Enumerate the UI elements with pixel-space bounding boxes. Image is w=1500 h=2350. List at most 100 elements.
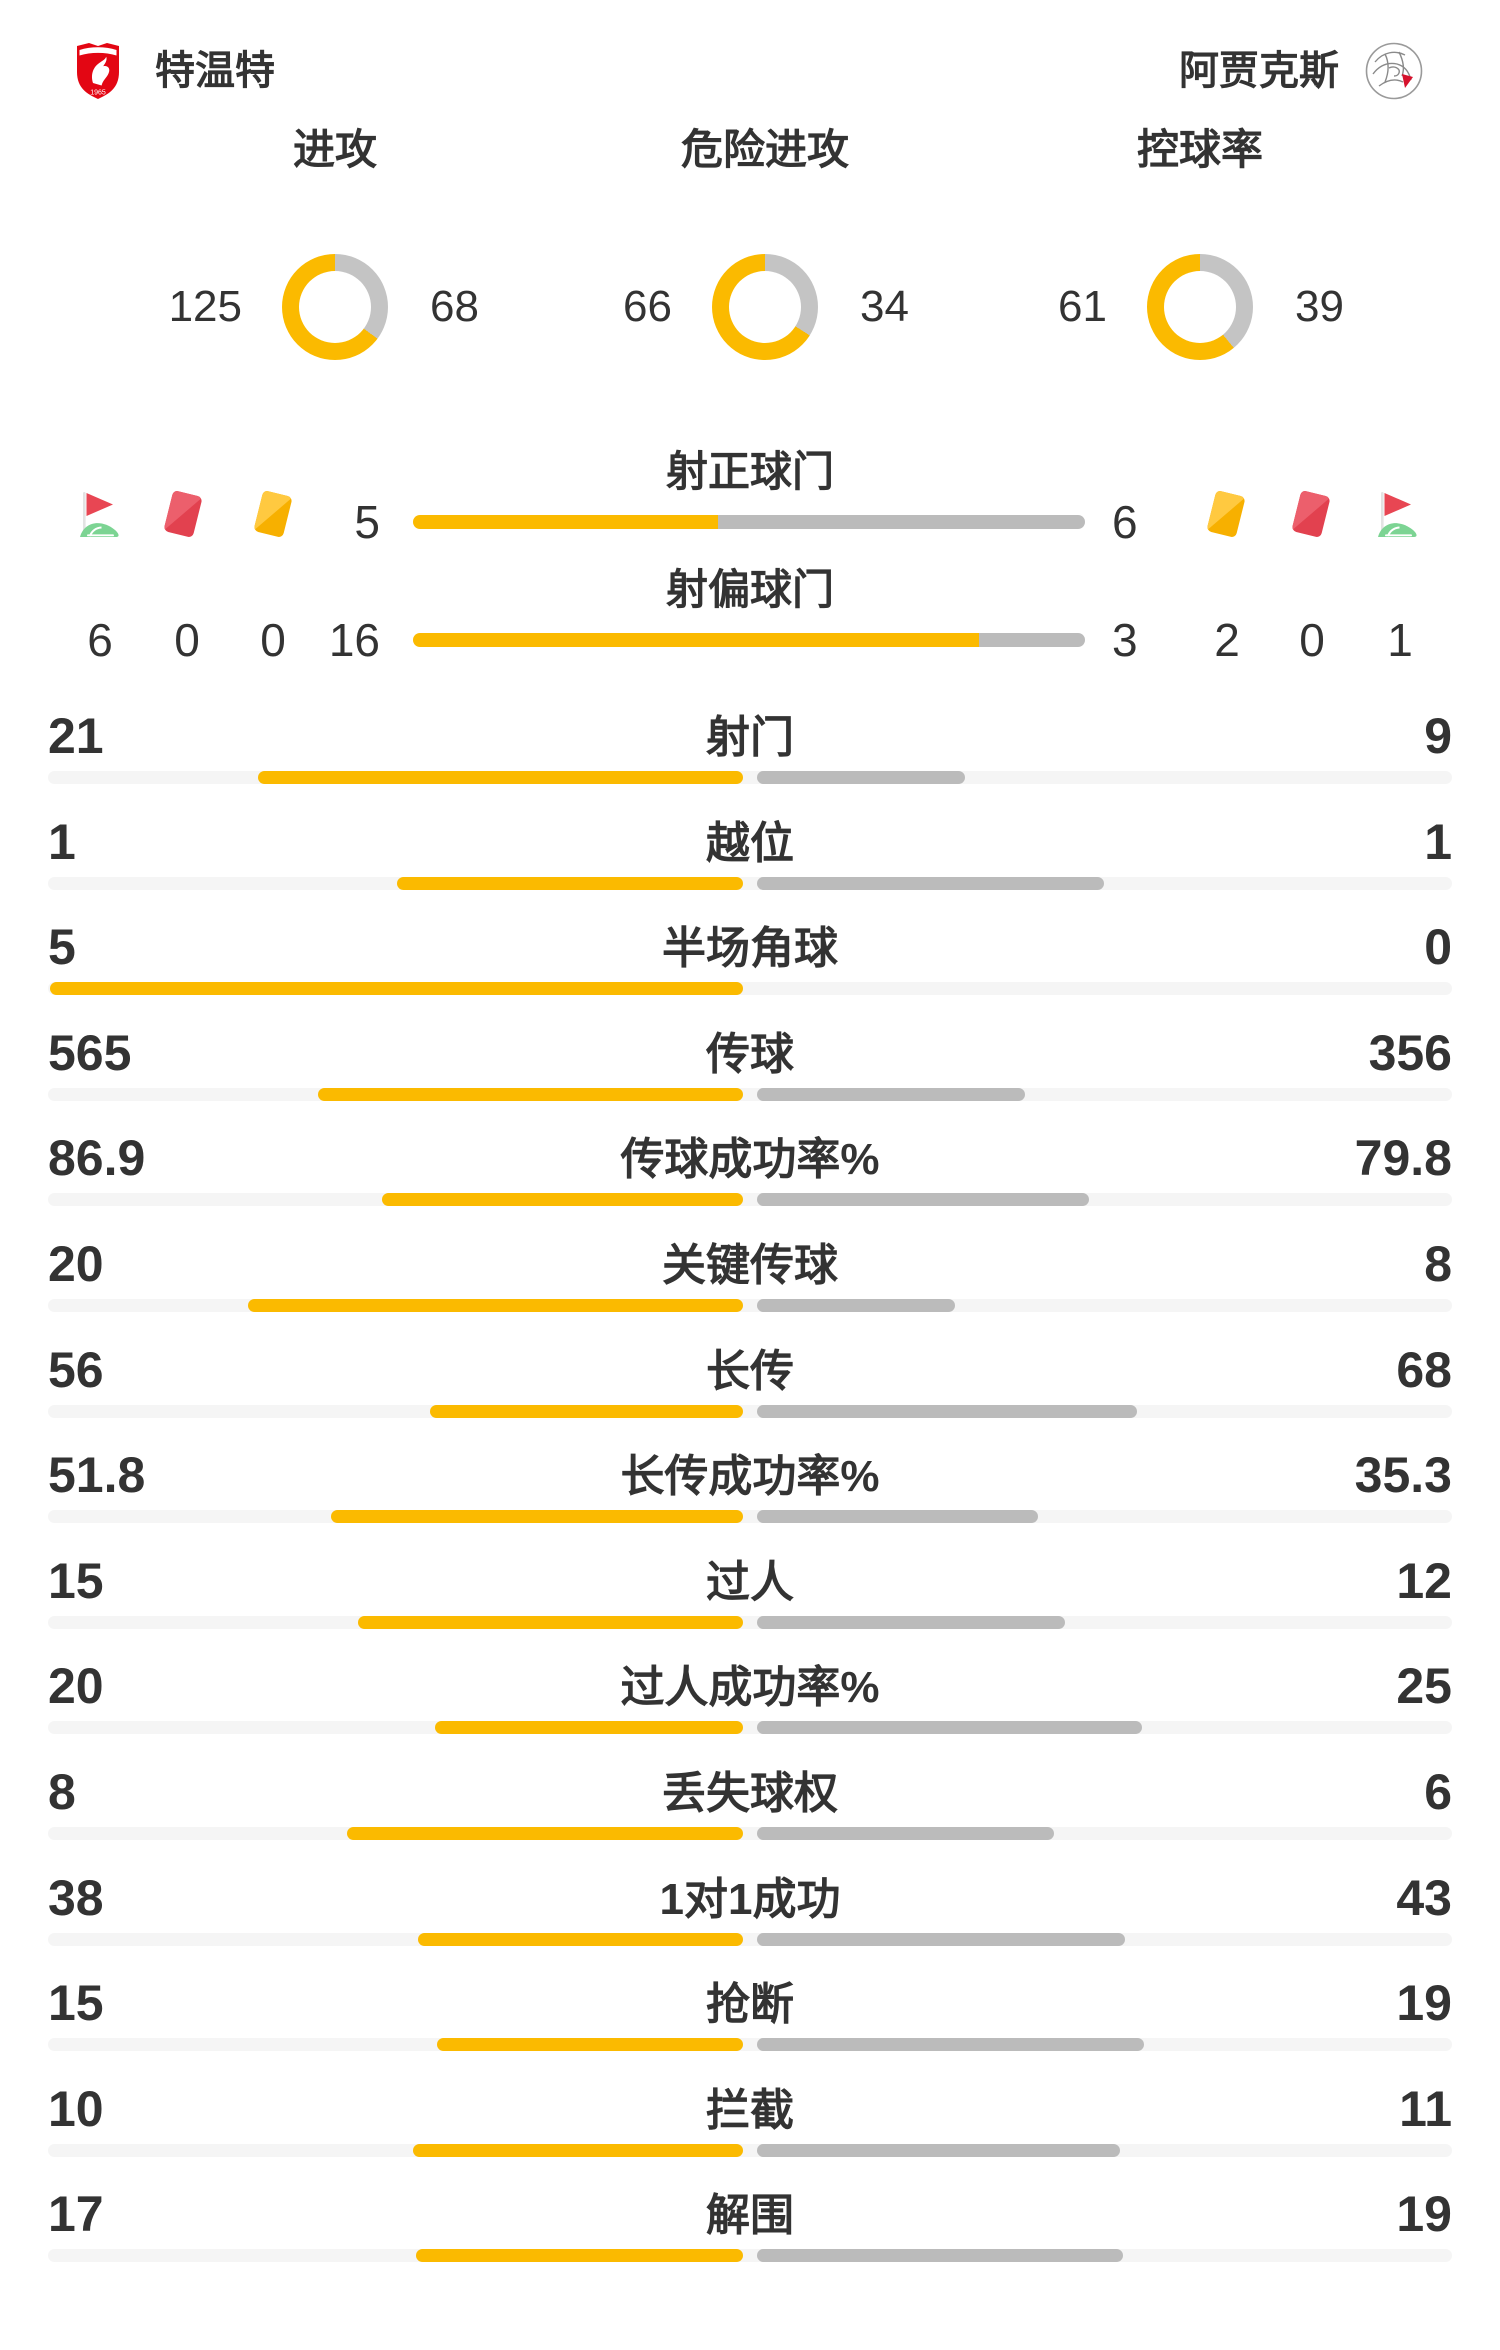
stat-bar-track [48, 876, 1452, 890]
stat-head: 21 射门 9 [48, 708, 1452, 764]
stat-bar-track [48, 1404, 1452, 1418]
stat-bar-track [48, 2143, 1452, 2157]
ajax-crest-icon [1365, 42, 1423, 100]
home-team: 1965 特温特 [75, 40, 275, 102]
shots-on-target-home: 5 [354, 496, 380, 548]
stat-away-value: 1 [1424, 813, 1452, 870]
shots-off-target-bar [413, 633, 1085, 647]
stat-bar-home [381, 1193, 743, 1207]
away-team: 阿贾克斯 [1179, 40, 1423, 102]
stat-home-value: 15 [48, 1552, 104, 1609]
away-yellow-cards-count: 2 [1214, 614, 1240, 666]
stat-label: 关键传球 [662, 1241, 838, 1290]
stat-away-value: 9 [1424, 708, 1452, 764]
donut-title-attacks: 进攻 [292, 126, 377, 173]
donut-title-dangerous-attacks: 危险进攻 [680, 126, 849, 173]
stat-away-value: 8 [1424, 1236, 1452, 1292]
stat-bar-away [757, 2143, 1120, 2157]
donut-away-value: 34 [860, 282, 909, 331]
stat-row: 17 解围 19 [0, 2160, 1500, 2266]
stat-row: 8 丢失球权 6 [0, 1738, 1500, 1844]
team-header: 1965 特温特 阿贾克斯 [0, 40, 1500, 104]
yellow-card-icon [1206, 489, 1246, 537]
stat-bar-home [248, 1299, 743, 1312]
stat-bar-home [435, 1721, 743, 1735]
stat-away-value: 6 [1424, 1764, 1452, 1820]
stat-label: 解围 [706, 2191, 794, 2241]
stat-home-value: 38 [48, 1869, 104, 1926]
stat-home-value: 20 [48, 1658, 104, 1715]
stat-home-value: 8 [48, 1764, 76, 1820]
stat-bar-away [757, 1299, 955, 1312]
stat-label: 过人成功率% [620, 1663, 880, 1713]
stat-row: 5 半场角球 0 [0, 893, 1500, 999]
stat-bar-home [417, 1932, 743, 1946]
donut-home-value: 66 [623, 282, 672, 331]
stat-head: 10 拦截 11 [48, 2081, 1452, 2137]
stat-label: 射门 [706, 713, 794, 762]
stat-away-value: 25 [1396, 1658, 1452, 1715]
shots-off-target-bar-away [978, 633, 1085, 647]
stat-head: 20 过人成功率% 25 [48, 1658, 1452, 1714]
stat-home-value: 1 [48, 813, 76, 870]
stat-bar-track [48, 1827, 1452, 1840]
away-red-cards-count: 0 [1299, 614, 1325, 666]
stat-label: 传球 [706, 1029, 794, 1079]
stat-row: 15 过人 12 [0, 1527, 1500, 1633]
shots-off-target-home: 16 [328, 614, 380, 666]
stat-home-value: 565 [48, 1024, 132, 1081]
donut-home-value: 61 [1058, 282, 1107, 331]
svg-text:1965: 1965 [90, 90, 106, 97]
stat-head: 1 越位 1 [48, 814, 1452, 870]
stat-away-value: 12 [1396, 1552, 1452, 1609]
stat-head: 15 抢断 19 [48, 1975, 1452, 2031]
stat-bar-home [396, 876, 743, 890]
stat-row: 38 1对1成功 43 [0, 1844, 1500, 1950]
stat-bar-track [48, 1932, 1452, 1946]
stat-home-value: 86.9 [48, 1130, 146, 1187]
stat-bar-home [413, 2143, 743, 2157]
stat-bar-track [48, 1087, 1452, 1101]
donut-chart-dangerous-attacks [712, 254, 818, 360]
stat-away-value: 19 [1396, 1975, 1452, 2032]
donut-chart-attacks [282, 254, 388, 360]
stat-row: 56 长传 68 [0, 1316, 1500, 1422]
stat-head: 38 1对1成功 43 [48, 1870, 1452, 1926]
stat-head: 5 半场角球 0 [48, 919, 1452, 975]
stat-bar-away [757, 1193, 1089, 1207]
red-card-icon [1291, 489, 1331, 537]
stat-bar-home [430, 1404, 743, 1418]
stat-label: 长传成功率% [620, 1452, 880, 1502]
stat-away-value: 19 [1396, 2186, 1452, 2243]
donut-away-value: 68 [430, 282, 479, 331]
stat-bar-track [48, 1510, 1452, 1524]
stat-label: 抢断 [706, 1980, 794, 2030]
stat-bar-away [757, 1932, 1125, 1946]
stat-row: 565 传球 356 [0, 999, 1500, 1105]
stat-home-value: 15 [48, 1975, 104, 2032]
stat-bar-away [757, 1510, 1038, 1524]
stat-label: 半场角球 [662, 924, 838, 974]
stat-bar-home [330, 1510, 743, 1524]
shots-on-target-away: 6 [1112, 496, 1138, 548]
stat-bar-track [48, 2249, 1452, 2263]
stat-away-value: 68 [1396, 1341, 1452, 1398]
stat-home-value: 10 [48, 2080, 104, 2137]
stat-label: 拦截 [706, 2085, 794, 2135]
yellow-card-icon [253, 489, 293, 537]
stat-row: 86.9 传球成功率% 79.8 [0, 1104, 1500, 1210]
stat-bar-home [415, 2249, 743, 2263]
stat-head: 86.9 传球成功率% 79.8 [48, 1130, 1452, 1186]
home-corners-count: 6 [87, 614, 113, 666]
stat-row: 21 射门 9 [0, 682, 1500, 788]
shots-off-target-title: 射偏球门 [665, 566, 834, 613]
stat-bar-away [757, 1087, 1025, 1101]
stat-bar-away [757, 876, 1104, 890]
shots-off-target-bar-home [413, 633, 979, 647]
red-card-icon [163, 489, 203, 537]
stat-home-value: 51.8 [48, 1447, 146, 1504]
stat-bar-track [48, 2038, 1452, 2052]
stat-home-value: 17 [48, 2186, 104, 2243]
stat-head: 8 丢失球权 6 [48, 1764, 1452, 1820]
